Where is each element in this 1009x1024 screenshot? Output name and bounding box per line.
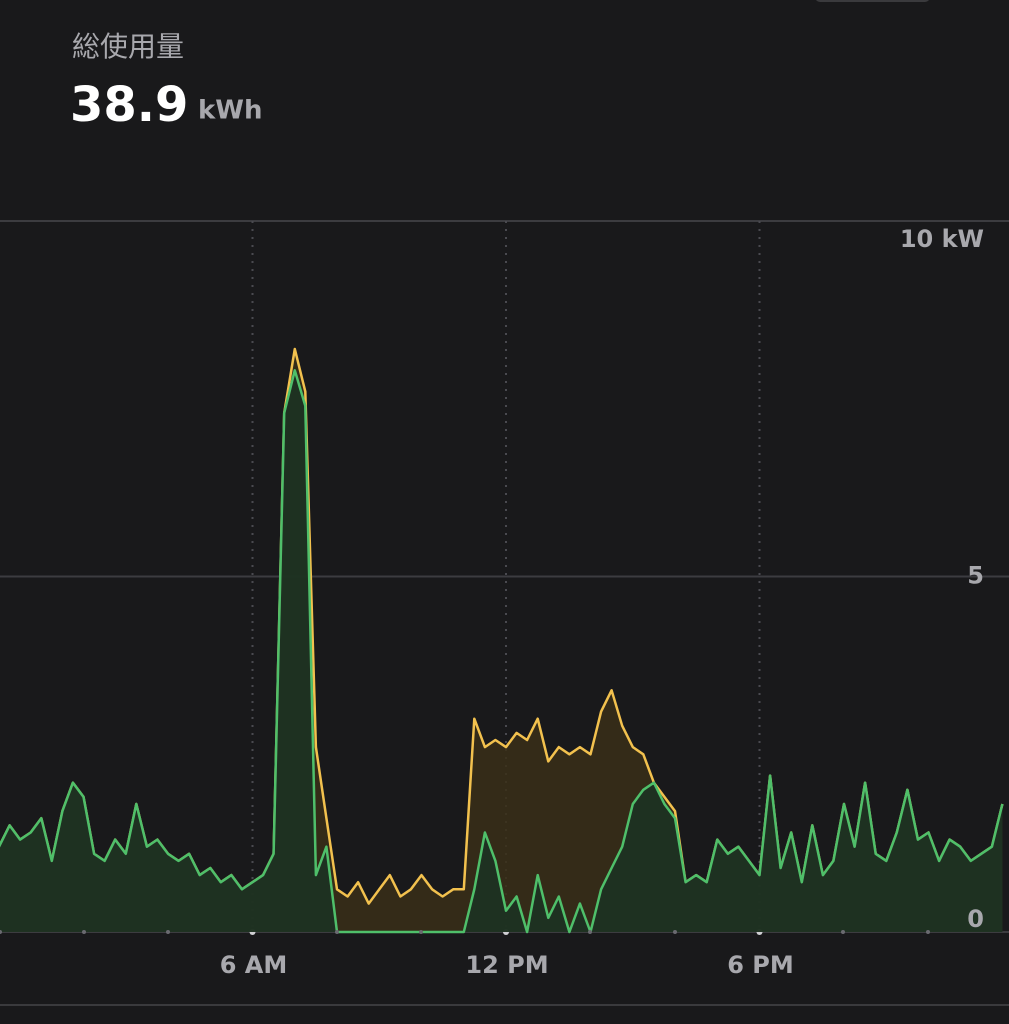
- y-tick-label: 0: [967, 905, 984, 933]
- total-unit: kWh: [198, 96, 262, 126]
- x-tick-label: 6 PM: [727, 951, 794, 979]
- handle: [816, 0, 929, 2]
- plot: [0, 220, 1009, 935]
- total-value: 38.9: [70, 77, 188, 133]
- y-tick-label: 10 kW: [900, 225, 984, 253]
- x-tick-label: 12 PM: [465, 951, 548, 979]
- y-tick-label: 5: [967, 562, 984, 590]
- series-line: [0, 369, 1004, 934]
- area-fill: [0, 370, 1003, 932]
- x-tick-label: 6 AM: [220, 951, 288, 979]
- minor-dots: [0, 930, 930, 934]
- total-label: 総使用量: [72, 30, 184, 63]
